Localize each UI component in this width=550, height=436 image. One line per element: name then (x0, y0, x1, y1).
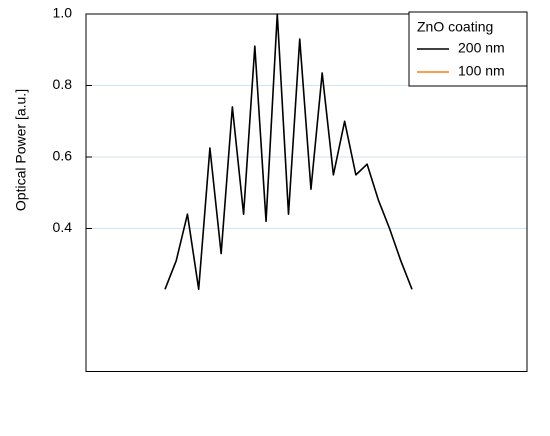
legend-label: 100 nm (458, 63, 505, 79)
plot-frame (85, 13, 528, 372)
data-line (164, 13, 413, 291)
y-tick-label: 0.6 (53, 148, 73, 164)
y-tick-label: 1.0 (53, 5, 73, 21)
y-tick-label: 0.8 (53, 76, 73, 92)
y-tick-label: 0.4 (53, 219, 73, 235)
legend-title: ZnO coating (417, 19, 493, 35)
y-axis-label: Optical Power [a.u.] (13, 89, 29, 211)
legend-label: 200 nm (458, 40, 505, 56)
